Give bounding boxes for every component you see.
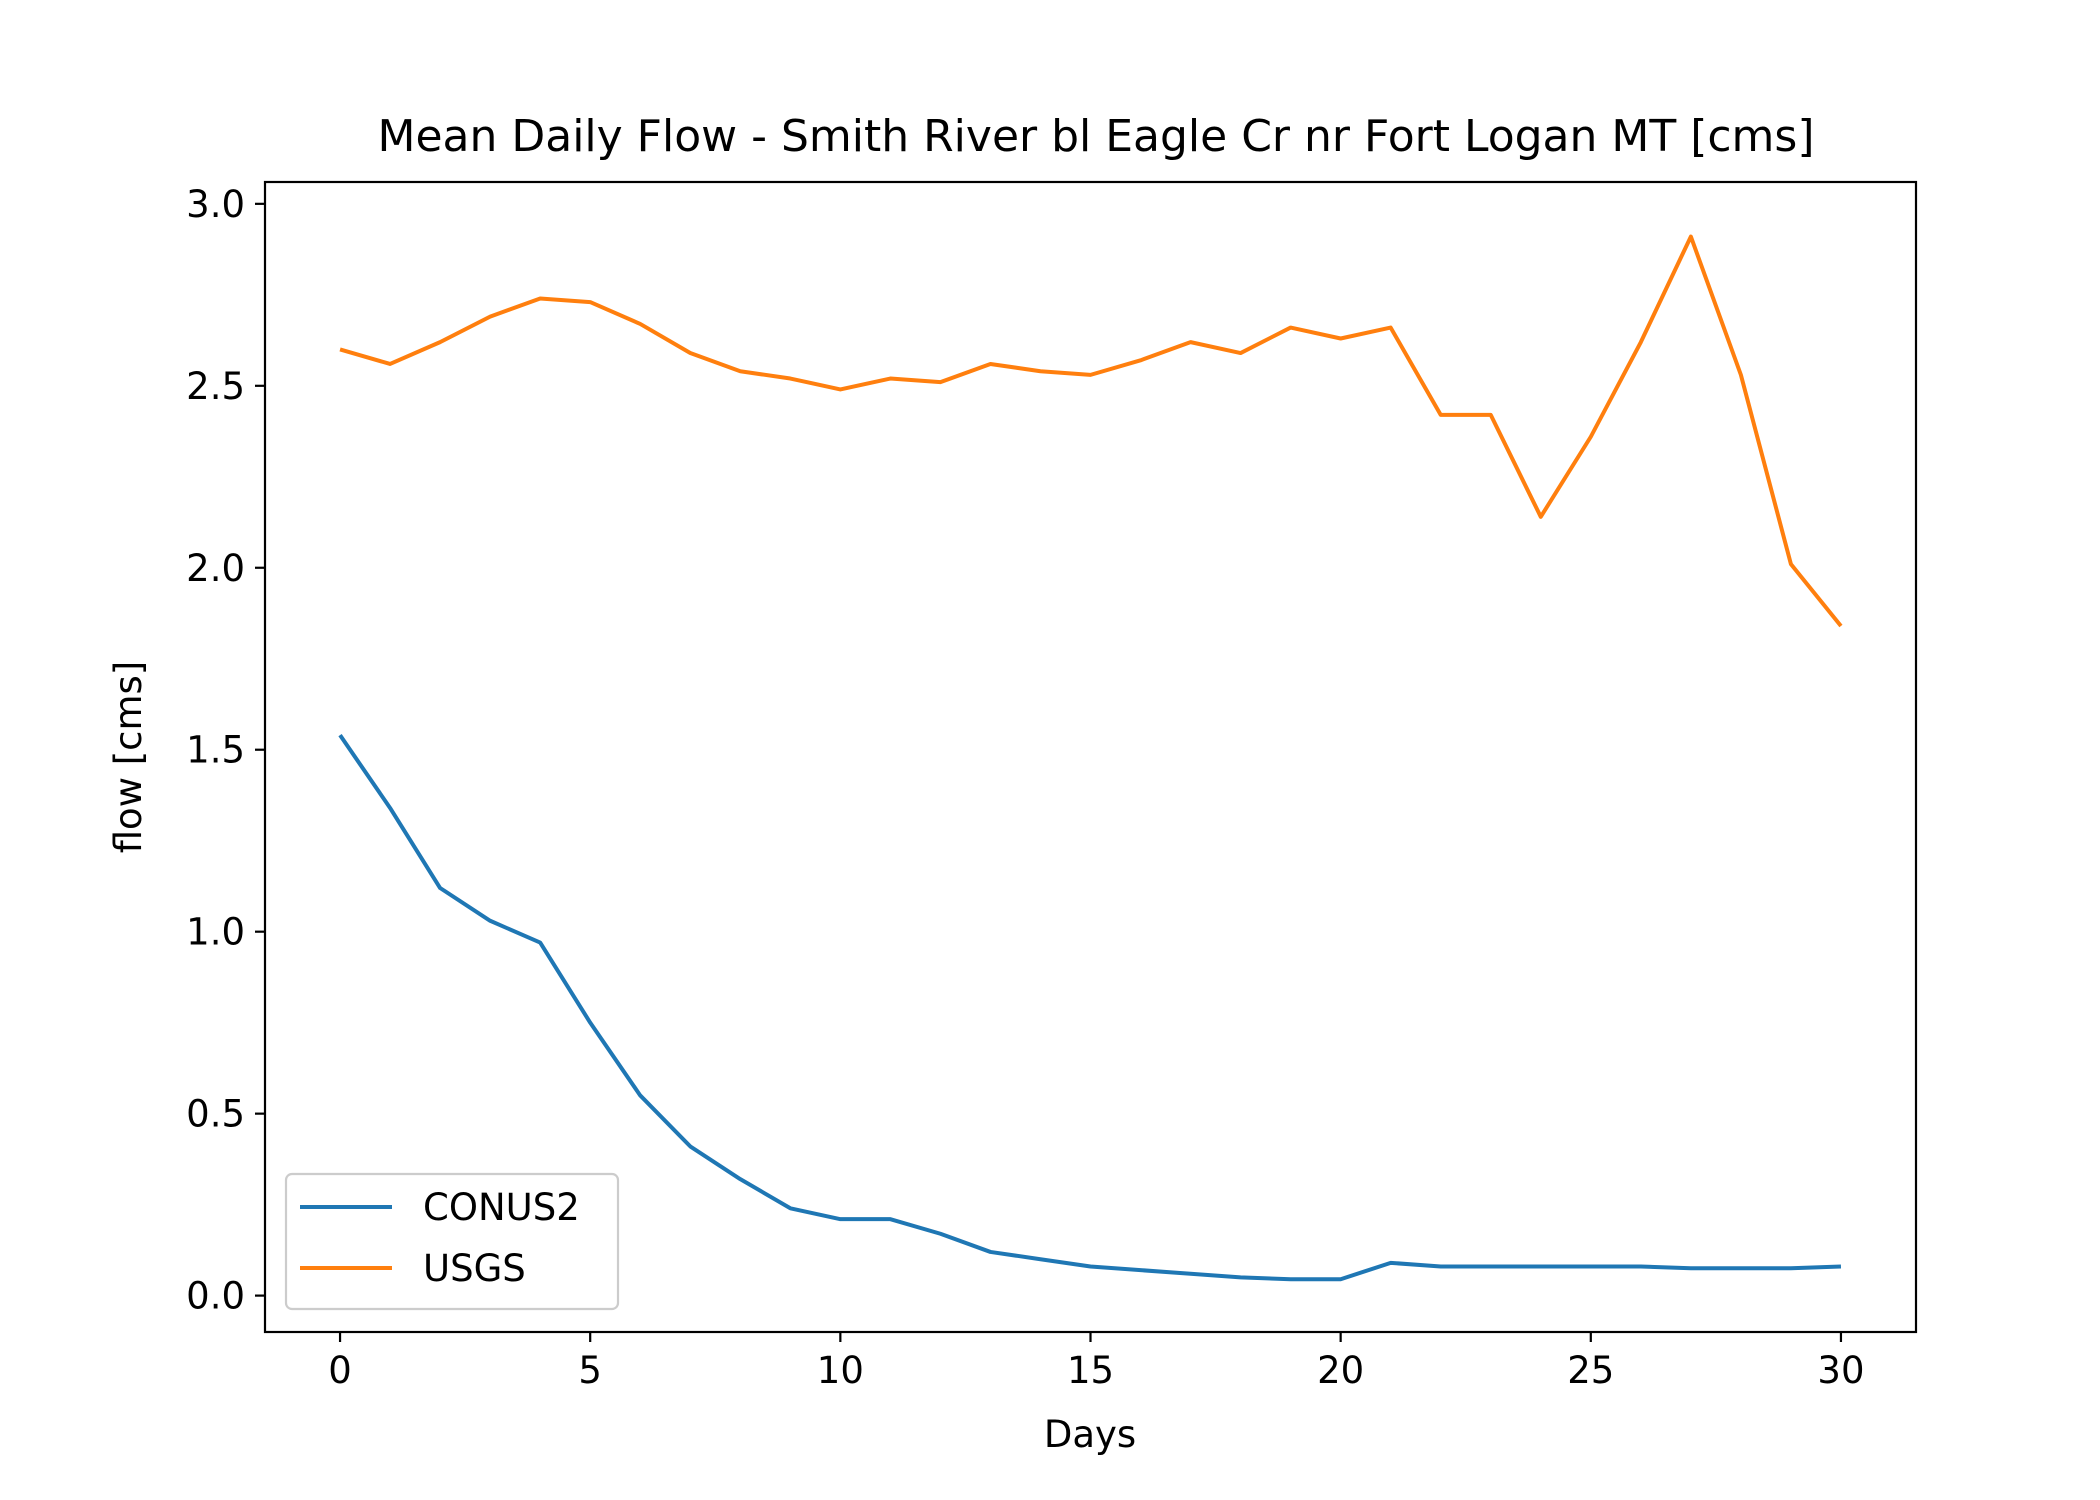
y-tick-label: 0.5	[186, 1093, 245, 1136]
x-tick-label: 25	[1567, 1349, 1614, 1392]
y-axis-label: flow [cms]	[107, 661, 150, 854]
series-line-conus2	[338, 734, 1842, 1282]
series-layer	[338, 234, 1843, 1282]
x-tick-label: 10	[817, 1349, 864, 1392]
x-tick-label: 15	[1067, 1349, 1114, 1392]
x-tick-label: 30	[1817, 1349, 1864, 1392]
x-tick-label: 5	[578, 1349, 602, 1392]
legend-label-conus2: CONUS2	[423, 1186, 580, 1229]
x-axis-label: Days	[1044, 1413, 1136, 1456]
y-tick-label: 0.0	[186, 1275, 245, 1318]
x-axis-ticks: 0 5 10 15 20 25 30	[328, 1332, 1865, 1392]
y-tick-label: 2.5	[186, 365, 245, 408]
x-tick-label: 0	[328, 1349, 352, 1392]
series-line-usgs	[339, 234, 1843, 628]
plot-frame	[263, 180, 1918, 1334]
x-tick-label: 20	[1317, 1349, 1364, 1392]
y-axis-ticks: 0.0 0.5 1.0 1.5 2.0 2.5 3.0	[186, 183, 265, 1318]
y-tick-label: 2.0	[186, 547, 245, 590]
y-tick-label: 1.5	[186, 729, 245, 772]
chart-title: Mean Daily Flow - Smith River bl Eagle C…	[377, 111, 1814, 162]
y-tick-label: 1.0	[186, 911, 245, 954]
y-tick-label: 3.0	[186, 183, 245, 226]
legend-label-usgs: USGS	[423, 1247, 526, 1290]
legend: CONUS2 USGS	[284, 1172, 620, 1311]
